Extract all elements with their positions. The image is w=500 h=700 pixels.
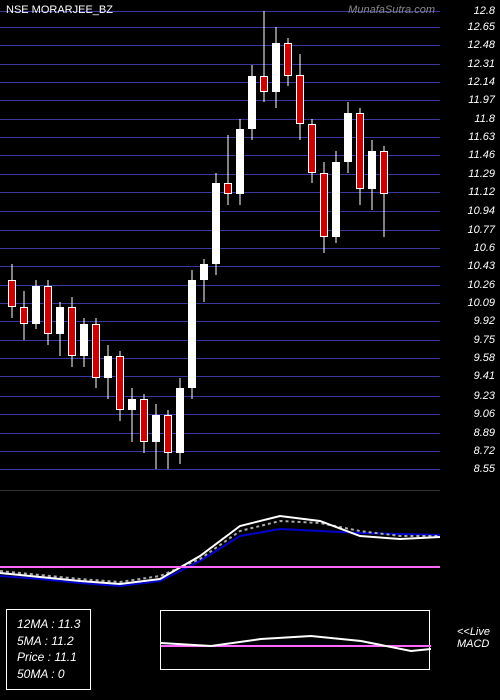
- price-row: Price : 11.1: [17, 649, 80, 666]
- candle: [284, 38, 292, 87]
- candle: [32, 280, 40, 329]
- y-axis-label: 10.6: [474, 242, 495, 254]
- gridline: [0, 451, 440, 452]
- gridline: [0, 321, 440, 322]
- gridline: [0, 248, 440, 249]
- candle: [164, 410, 172, 469]
- gridline: [0, 340, 440, 341]
- info-box: 12MA : 11.3 5MA : 11.2 Price : 11.1 50MA…: [6, 609, 91, 690]
- chart-container: NSE MORARJEE_BZ MunafaSutra.com 12.8 12.6…: [0, 0, 500, 700]
- y-axis-label: 11.97: [468, 94, 495, 106]
- y-axis-label: 10.09: [467, 297, 495, 309]
- ma50-row: 50MA : 0: [17, 666, 80, 683]
- y-axis-label: 12.8: [474, 5, 495, 17]
- candle: [344, 102, 352, 172]
- candle: [332, 151, 340, 243]
- macd-label: <<Live MACD: [457, 626, 490, 650]
- y-axis-label: 11.12: [468, 186, 495, 198]
- candle: [128, 388, 136, 442]
- gridline: [0, 433, 440, 434]
- candlestick-chart: [0, 0, 440, 480]
- ma5-row: 5MA : 11.2: [17, 633, 80, 650]
- y-axis-label: 12.65: [467, 21, 495, 33]
- y-axis-label: 12.48: [467, 39, 495, 51]
- gridline: [0, 45, 440, 46]
- gridline: [0, 137, 440, 138]
- y-axis-label: 8.55: [474, 463, 495, 475]
- candle: [20, 291, 28, 340]
- y-axis-label: 9.75: [474, 334, 495, 346]
- gridline: [0, 376, 440, 377]
- gridline: [0, 285, 440, 286]
- gridline: [0, 82, 440, 83]
- gridline: [0, 27, 440, 28]
- candle: [140, 394, 148, 453]
- candle: [296, 54, 304, 140]
- gridline: [0, 469, 440, 470]
- y-axis-label: 8.89: [474, 427, 495, 439]
- gridline: [0, 64, 440, 65]
- candle: [272, 27, 280, 108]
- gridline: [0, 358, 440, 359]
- candle: [236, 119, 244, 205]
- indicator-baseline: [0, 566, 440, 568]
- y-axis-label: 12.14: [467, 76, 495, 88]
- candle: [56, 302, 64, 356]
- gridline: [0, 303, 440, 304]
- y-axis-label: 9.58: [474, 352, 495, 364]
- y-axis-label: 11.63: [468, 131, 495, 143]
- gridline: [0, 414, 440, 415]
- candle: [44, 280, 52, 345]
- watermark: MunafaSutra.com: [348, 4, 435, 16]
- candle: [212, 173, 220, 275]
- candle: [260, 11, 268, 103]
- candle: [200, 259, 208, 302]
- indicator-panel: [0, 490, 440, 600]
- candle: [380, 146, 388, 238]
- gridline: [0, 100, 440, 101]
- y-axis-label: 9.23: [474, 390, 495, 402]
- gridline: [0, 211, 440, 212]
- symbol-label: NSE MORARJEE_BZ: [6, 4, 113, 16]
- gridline: [0, 396, 440, 397]
- candle: [104, 345, 112, 399]
- candle: [356, 108, 364, 205]
- y-axis-label: 10.94: [467, 205, 495, 217]
- candle: [308, 119, 316, 184]
- y-axis: 12.8 12.65 12.48 12.31 12.14 11.97 11.8 11.63 11…: [440, 0, 500, 480]
- y-axis-label: 9.92: [474, 315, 495, 327]
- y-axis-label: 9.41: [474, 370, 495, 382]
- ma12-row: 12MA : 11.3: [17, 616, 80, 633]
- y-axis-label: 11.8: [474, 113, 495, 125]
- gridline: [0, 266, 440, 267]
- candle: [224, 135, 232, 205]
- candle: [176, 378, 184, 464]
- candle: [92, 318, 100, 388]
- candle: [80, 318, 88, 367]
- y-axis-label: 11.46: [468, 149, 495, 161]
- candle: [248, 65, 256, 141]
- gridline: [0, 119, 440, 120]
- candle: [368, 140, 376, 210]
- y-axis-label: 10.26: [467, 279, 495, 291]
- candle: [152, 404, 160, 469]
- y-axis-label: 11.29: [468, 168, 495, 180]
- candle: [320, 162, 328, 254]
- y-axis-label: 8.72: [474, 445, 495, 457]
- gridline: [0, 230, 440, 231]
- candle: [68, 297, 76, 367]
- y-axis-label: 12.31: [467, 58, 495, 70]
- candle: [8, 264, 16, 318]
- macd-panel: [160, 610, 430, 670]
- candle: [188, 270, 196, 399]
- y-axis-label: 10.43: [467, 260, 495, 272]
- y-axis-label: 10.77: [467, 224, 495, 236]
- y-axis-label: 9.06: [474, 408, 495, 420]
- candle: [116, 351, 124, 421]
